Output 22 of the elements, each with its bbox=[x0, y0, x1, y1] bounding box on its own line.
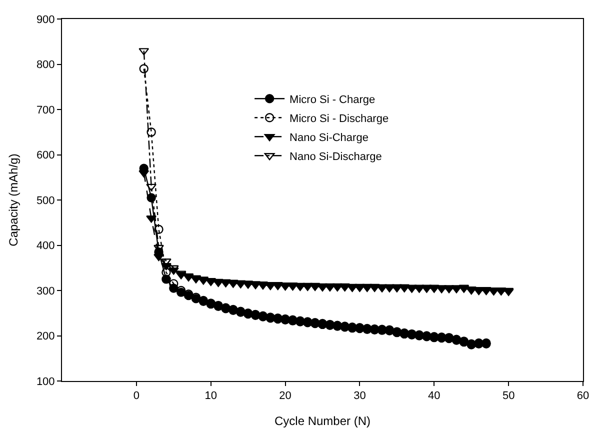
y-tick-label: 700 bbox=[36, 104, 55, 116]
y-tick-label: 800 bbox=[36, 59, 55, 72]
x-tick-label: 30 bbox=[354, 390, 366, 402]
x-tick-label: 0 bbox=[133, 390, 140, 402]
legend-label: Micro Si - Discharge bbox=[290, 112, 389, 125]
x-tick-label: 20 bbox=[279, 390, 292, 402]
x-axis-title: Cycle Number (N) bbox=[274, 414, 371, 428]
x-tick-label: 50 bbox=[502, 390, 515, 402]
y-tick-label: 600 bbox=[36, 150, 55, 162]
y-tick-label: 100 bbox=[36, 376, 55, 388]
y-tick-label: 300 bbox=[36, 285, 55, 298]
x-tick-label: 40 bbox=[428, 390, 440, 402]
x-tick-label: 10 bbox=[204, 390, 217, 402]
x-tick-label: 60 bbox=[576, 390, 590, 402]
legend-label: Nano Si-Charge bbox=[290, 132, 368, 144]
y-tick-label: 500 bbox=[36, 194, 55, 207]
legend-label: Nano Si-Discharge bbox=[290, 150, 382, 163]
y-tick-label: 400 bbox=[36, 240, 55, 252]
y-axis-title: Capacity (mAh/g) bbox=[6, 154, 21, 246]
y-tick-label: 200 bbox=[36, 330, 55, 343]
legend-label: Micro Si - Charge bbox=[290, 94, 376, 106]
y-tick-label: 900 bbox=[36, 14, 55, 26]
